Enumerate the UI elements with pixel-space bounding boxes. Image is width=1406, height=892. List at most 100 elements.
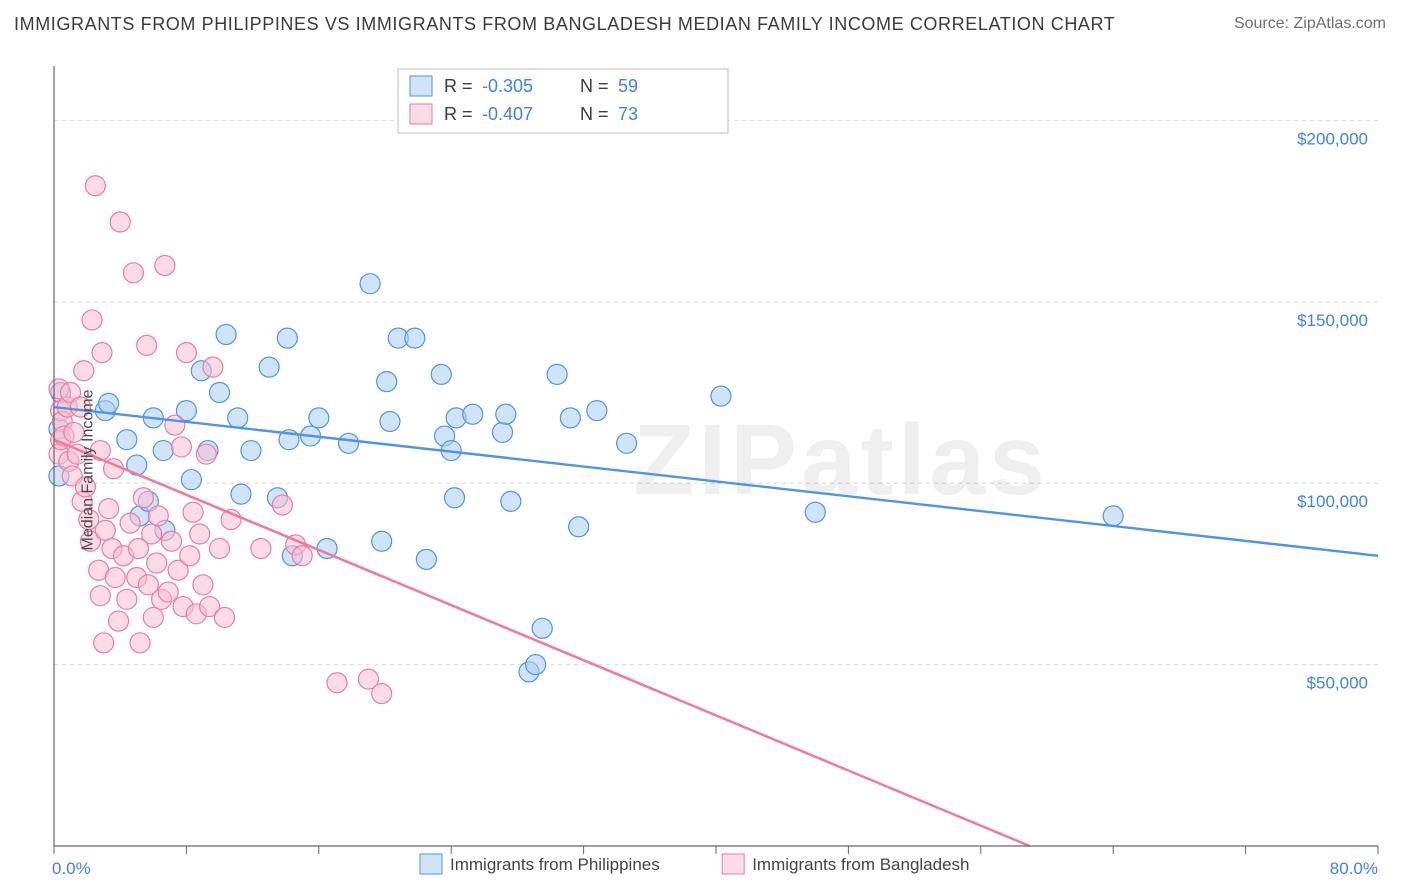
scatter-point <box>190 524 210 544</box>
legend-r-label: R = <box>444 104 473 124</box>
scatter-point <box>99 393 119 413</box>
legend-swatch <box>410 76 432 96</box>
scatter-point <box>216 324 236 344</box>
scatter-point <box>526 655 546 675</box>
scatter-point <box>158 582 178 602</box>
scatter-point <box>203 357 223 377</box>
scatter-point <box>181 470 201 490</box>
scatter-point <box>193 575 213 595</box>
series-swatch <box>420 854 442 874</box>
legend-r-value: -0.407 <box>482 104 533 124</box>
scatter-point <box>94 633 114 653</box>
source-label: Source: ZipAtlas.com <box>1234 15 1386 33</box>
series-swatch <box>722 854 744 874</box>
series-label: Immigrants from Bangladesh <box>752 855 969 874</box>
scatter-point <box>183 502 203 522</box>
scatter-point <box>445 488 465 508</box>
scatter-point <box>805 502 825 522</box>
legend-r-label: R = <box>444 76 473 96</box>
legend-n-label: N = <box>580 104 609 124</box>
scatter-point <box>85 176 105 196</box>
scatter-point <box>339 433 359 453</box>
scatter-point <box>532 618 552 638</box>
scatter-point <box>176 343 196 363</box>
y-tick-label: $150,000 <box>1297 311 1368 330</box>
scatter-point <box>110 212 130 232</box>
scatter-point <box>231 484 251 504</box>
scatter-point <box>360 274 380 294</box>
scatter-point <box>142 524 162 544</box>
scatter-point <box>99 499 119 519</box>
scatter-point <box>547 364 567 384</box>
scatter-point <box>105 568 125 588</box>
legend-n-value: 59 <box>618 76 638 96</box>
scatter-point <box>617 433 637 453</box>
scatter-point <box>405 328 425 348</box>
scatter-point <box>372 684 392 704</box>
scatter-point <box>214 607 234 627</box>
scatter-point <box>228 408 248 428</box>
scatter-point <box>196 444 216 464</box>
series-label: Immigrants from Philippines <box>450 855 660 874</box>
scatter-point <box>372 531 392 551</box>
scatter-point <box>251 539 271 559</box>
scatter-point <box>327 673 347 693</box>
scatter-point <box>1103 506 1123 526</box>
scatter-point <box>431 364 451 384</box>
scatter-point <box>560 408 580 428</box>
scatter-point <box>92 343 112 363</box>
scatter-point <box>109 611 129 631</box>
scatter-point <box>171 437 191 457</box>
x-min-label: 0.0% <box>52 859 91 878</box>
scatter-point <box>117 430 137 450</box>
scatter-point <box>569 517 589 537</box>
legend-n-value: 73 <box>618 104 638 124</box>
scatter-point <box>587 401 607 421</box>
scatter-point <box>711 386 731 406</box>
scatter-point <box>133 488 153 508</box>
scatter-point <box>309 408 329 428</box>
scatter-point <box>496 404 516 424</box>
y-tick-label: $200,000 <box>1297 129 1368 148</box>
scatter-point <box>259 357 279 377</box>
scatter-point <box>210 539 230 559</box>
scatter-point <box>117 589 137 609</box>
scatter-point <box>147 553 167 573</box>
scatter-point <box>377 372 397 392</box>
y-tick-label: $50,000 <box>1307 674 1368 693</box>
scatter-point <box>123 263 143 283</box>
scatter-point <box>210 383 230 403</box>
scatter-point <box>380 412 400 432</box>
scatter-point <box>241 441 261 461</box>
scatter-point <box>292 546 312 566</box>
scatter-point <box>165 415 185 435</box>
scatter-point <box>493 422 513 442</box>
scatter-point <box>74 361 94 381</box>
scatter-point <box>137 335 157 355</box>
watermark: ZIPatlas <box>633 404 1049 516</box>
legend-n-label: N = <box>580 76 609 96</box>
scatter-point <box>180 546 200 566</box>
chart-title: IMMIGRANTS FROM PHILIPPINES VS IMMIGRANT… <box>14 14 1115 35</box>
scatter-point <box>143 607 163 627</box>
scatter-point <box>90 586 110 606</box>
scatter-point <box>272 495 292 515</box>
scatter-point <box>130 633 150 653</box>
scatter-point <box>120 513 140 533</box>
y-tick-label: $100,000 <box>1297 492 1368 511</box>
scatter-point <box>162 531 182 551</box>
legend-r-value: -0.305 <box>482 76 533 96</box>
scatter-point <box>501 491 521 511</box>
scatter-point <box>148 506 168 526</box>
scatter-point <box>277 328 297 348</box>
scatter-point <box>95 520 115 540</box>
scatter-point <box>153 441 173 461</box>
x-max-label: 80.0% <box>1330 859 1378 878</box>
scatter-point <box>155 256 175 276</box>
scatter-point <box>416 549 436 569</box>
scatter-point <box>463 404 483 424</box>
y-axis-label: Median Family Income <box>79 390 97 551</box>
legend-swatch <box>410 104 432 124</box>
scatter-chart: $50,000 $100,000 $150,000 $200,000 ZIPatlas 0… <box>0 48 1406 892</box>
scatter-point <box>82 310 102 330</box>
